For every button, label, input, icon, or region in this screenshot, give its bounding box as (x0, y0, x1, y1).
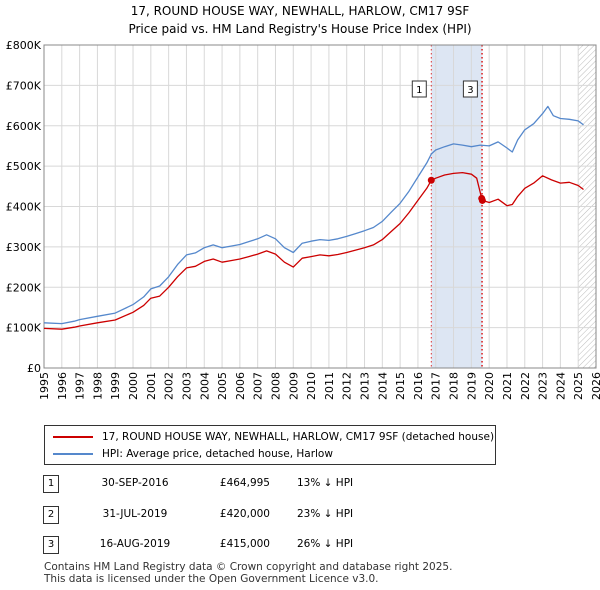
sale-marker-3 (478, 196, 486, 204)
transaction-hpi-diff: 23% ↓ HPI (297, 508, 354, 520)
legend-swatch-property (53, 436, 93, 438)
transaction-price: £464,995 (219, 477, 270, 489)
transaction-number-badge: 2 (43, 506, 59, 524)
x-tick-label: 2007 (252, 372, 265, 400)
transaction-date: 16-AUG-2019 (99, 538, 171, 550)
y-tick-label: £700K (6, 79, 42, 92)
x-tick-label: 2019 (465, 372, 478, 400)
x-tick-label: 1996 (56, 372, 69, 400)
x-tick-label: 2006 (234, 372, 247, 400)
legend: 17, ROUND HOUSE WAY, NEWHALL, HARLOW, CM… (44, 425, 496, 465)
x-tick-label: 2026 (590, 372, 600, 400)
annotation-badge-label: 3 (467, 85, 473, 96)
legend-label-hpi: HPI: Average price, detached house, Harl… (102, 448, 333, 460)
x-tick-label: 2024 (554, 372, 567, 400)
x-tick-label: 2010 (305, 372, 318, 400)
footer-copyright: Contains HM Land Registry data © Crown c… (44, 561, 453, 573)
price-chart: 1 3 £0 £100K £200K £300K £400K £500K £600K £700K £… (6, 39, 600, 400)
x-tick-label: 2014 (376, 372, 389, 400)
transaction-date: 31-JUL-2019 (102, 508, 168, 520)
annotation-badge-box (462, 80, 478, 98)
y-tick-label: £0 (27, 362, 41, 375)
transaction-number-badge: 3 (43, 536, 59, 554)
annotation-badge-label: 1 (416, 85, 422, 96)
footer-licence: This data is licensed under the Open Gov… (44, 573, 379, 585)
x-tick-label: 2003 (180, 372, 193, 400)
y-tick-label: £600K (6, 120, 42, 133)
x-tick-label: 2016 (412, 372, 425, 400)
x-tick-label: 2009 (287, 372, 300, 400)
x-tick-label: 2025 (572, 372, 585, 400)
chart-title: 17, ROUND HOUSE WAY, NEWHALL, HARLOW, CM… (130, 4, 470, 18)
transaction-row: 1 30-SEP-2016 £464,995 13% ↓ HPI (0, 475, 600, 495)
plot-border (43, 44, 597, 369)
x-tick-label: 2002 (163, 372, 176, 400)
x-tick-label: 1999 (109, 372, 122, 400)
y-tick-label: £200K (6, 281, 42, 294)
x-tick-label: 2001 (145, 372, 158, 400)
x-tick-label: 2012 (341, 372, 354, 400)
x-tick-label: 2005 (216, 372, 229, 400)
x-tick-label: 1995 (38, 372, 51, 400)
y-tick-label: £300K (6, 241, 42, 254)
transaction-date: 30-SEP-2016 (101, 477, 169, 489)
x-tick-label: 2011 (323, 372, 336, 400)
transaction-price: £415,000 (219, 538, 270, 550)
transaction-hpi-diff: 13% ↓ HPI (297, 477, 354, 489)
x-tick-label: 2008 (269, 372, 282, 400)
x-tick-label: 2017 (430, 372, 443, 400)
y-tick-label: £800K (6, 39, 42, 52)
y-tick-label: £500K (6, 160, 42, 173)
x-tick-label: 1997 (74, 372, 87, 400)
transaction-row: 2 31-JUL-2019 £420,000 23% ↓ HPI (0, 506, 600, 526)
x-tick-label: 2020 (483, 372, 496, 400)
transaction-row: 3 16-AUG-2019 £415,000 26% ↓ HPI (0, 536, 600, 556)
x-tick-label: 2023 (537, 372, 550, 400)
transaction-hpi-diff: 26% ↓ HPI (297, 538, 354, 550)
legend-label-property: 17, ROUND HOUSE WAY, NEWHALL, HARLOW, CM… (102, 431, 495, 443)
hpi-series-line (43, 105, 584, 325)
transaction-price: £420,000 (219, 508, 270, 520)
y-tick-label: £100K (6, 322, 42, 335)
y-tick-label: £400K (6, 201, 42, 214)
chart-subtitle: Price paid vs. HM Land Registry's House … (128, 22, 472, 36)
x-tick-label: 2013 (359, 372, 372, 400)
x-tick-label: 2021 (501, 372, 514, 400)
x-tick-label: 2004 (198, 372, 211, 400)
x-tick-label: 2015 (394, 372, 407, 400)
x-tick-label: 1998 (91, 372, 104, 400)
legend-swatch-hpi (53, 453, 93, 455)
sale-marker-1 (427, 176, 435, 184)
x-tick-label: 2022 (519, 372, 532, 400)
property-series-line (43, 171, 584, 330)
transaction-number-badge: 1 (43, 475, 59, 493)
x-tick-label: 2000 (127, 372, 140, 400)
annotation-badge-3: 3 (462, 80, 478, 98)
footer: Contains HM Land Registry data © Crown c… (44, 561, 452, 585)
annotation-badge-box (411, 80, 427, 98)
x-tick-label: 2018 (448, 372, 461, 400)
annotation-badge-1: 1 (411, 80, 427, 98)
